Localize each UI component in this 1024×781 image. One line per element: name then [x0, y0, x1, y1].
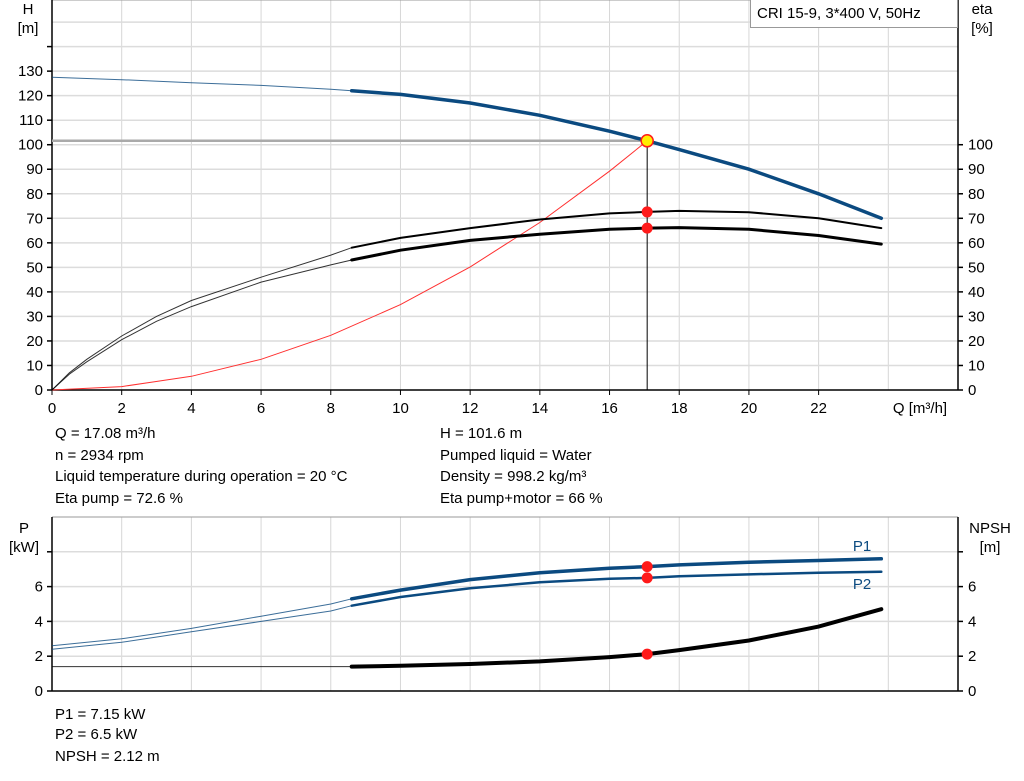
npsh-axis-name: NPSH [969, 520, 1011, 537]
x-tick-label: 16 [601, 400, 618, 417]
x-tick-label: 10 [392, 400, 409, 417]
x-tick-label: 18 [671, 400, 688, 417]
info-p1: P1 = 7.15 kW [55, 706, 146, 723]
info-flow: Q = 17.08 m³/h [55, 425, 156, 442]
y-tick-label-left: 40 [26, 284, 43, 301]
y-tick-label-right: 40 [968, 284, 985, 301]
y-tick-label-left: 60 [26, 235, 43, 252]
P2-curve [350, 570, 883, 607]
y-tick-label-left: 70 [26, 210, 43, 227]
npsh-axis-label: NPSH [m] [962, 519, 1018, 557]
info-density: Density = 998.2 kg/m³ [440, 468, 587, 485]
y-tick-label-right: 70 [968, 210, 985, 227]
q-axis-label: Q [m³/h] [892, 400, 948, 417]
y-tick-label-left: 2 [35, 648, 43, 665]
info-p2: P2 = 6.5 kW [55, 726, 138, 743]
y-tick-label-left: 90 [26, 161, 43, 178]
p-axis-unit: [kW] [9, 539, 39, 556]
x-tick-label: 12 [462, 400, 479, 417]
info-eta-total: Eta pump+motor = 66 % [440, 490, 603, 507]
h-axis-unit: [m] [17, 20, 39, 37]
y-tick-label-left: 20 [26, 333, 43, 350]
system-curve-curve [51, 140, 648, 391]
y-tick-label-left: 50 [26, 259, 43, 276]
npsh-duty-point [641, 648, 653, 660]
y-tick-label-left: 4 [35, 613, 43, 630]
pump-model-legend: CRI 15-9, 3*400 V, 50Hz [750, 0, 958, 28]
P1-curve [349, 557, 884, 601]
y-tick-label-right: 80 [968, 186, 985, 203]
eta-total-duty-point [641, 222, 653, 234]
y-tick-label-left: 130 [18, 63, 43, 80]
y-tick-label-left: 0 [35, 382, 43, 399]
info-temperature: Liquid temperature during operation = 20… [55, 468, 348, 485]
y-tick-label-right: 10 [968, 357, 985, 374]
npsh-axis-unit: [m] [979, 539, 1001, 556]
p-axis-label: P [kW] [2, 519, 46, 557]
y-tick-label-left: 100 [18, 137, 43, 154]
y-tick-label-left: 6 [35, 579, 43, 596]
head-curve [349, 89, 884, 221]
y-tick-label-right: 90 [968, 161, 985, 178]
y-tick-label-right: 30 [968, 308, 985, 325]
info-eta-pump: Eta pump = 72.6 % [55, 490, 183, 507]
y-tick-label-right: 20 [968, 333, 985, 350]
eta-pump-curve [350, 209, 883, 249]
p2-duty-point [641, 572, 653, 584]
info-liquid: Pumped liquid = Water [440, 447, 592, 464]
eta-axis-unit: [%] [971, 20, 993, 37]
x-tick-label: 0 [48, 400, 56, 417]
y-tick-label-right: 50 [968, 259, 985, 276]
y-tick-label-right: 6 [968, 579, 976, 596]
eta-pump-curve-extrapolated [51, 247, 352, 391]
x-tick-label: 4 [187, 400, 195, 417]
info-npsh: NPSH = 2.12 m [55, 748, 160, 765]
y-tick-label-left: 0 [35, 683, 43, 700]
eta-total-curve [350, 226, 883, 262]
eta-axis-label: eta [%] [962, 0, 1002, 38]
h-axis-label: H [m] [8, 0, 48, 38]
P2-curve-extrapolated [51, 605, 352, 650]
y-tick-label-right: 0 [968, 382, 976, 399]
x-tick-label: 20 [741, 400, 758, 417]
h-axis-name: H [22, 1, 34, 18]
x-tick-label: 8 [327, 400, 335, 417]
eta-axis-name: eta [971, 1, 993, 18]
y-tick-label-right: 60 [968, 235, 985, 252]
info-head: H = 101.6 m [440, 425, 523, 442]
x-tick-label: 14 [532, 400, 549, 417]
x-tick-label: 6 [257, 400, 265, 417]
eta-pump-duty-point [641, 206, 653, 218]
head-curve-extrapolated [51, 76, 352, 92]
y-tick-label-left: 120 [18, 88, 43, 105]
y-tick-label-right: 0 [968, 683, 976, 700]
p1-duty-point [641, 561, 653, 573]
x-tick-label: 2 [118, 400, 126, 417]
y-tick-label-left: 10 [26, 357, 43, 374]
p-axis-name: P [18, 520, 29, 537]
x-tick-label: 22 [810, 400, 827, 417]
p2-series-label: P2 [852, 576, 872, 593]
p1-series-label: P1 [852, 538, 872, 555]
info-speed: n = 2934 rpm [55, 447, 144, 464]
y-tick-label-right: 100 [968, 137, 993, 154]
NPSH-curve [349, 607, 884, 669]
y-tick-label-left: 110 [19, 112, 43, 129]
head-duty-point [640, 134, 654, 148]
y-tick-label-left: 30 [26, 308, 43, 325]
P1-curve-extrapolated [51, 598, 352, 647]
y-tick-label-left: 80 [26, 186, 43, 203]
eta-total-curve-extrapolated [51, 259, 352, 391]
y-tick-label-right: 4 [968, 613, 976, 630]
y-tick-label-right: 2 [968, 648, 976, 665]
